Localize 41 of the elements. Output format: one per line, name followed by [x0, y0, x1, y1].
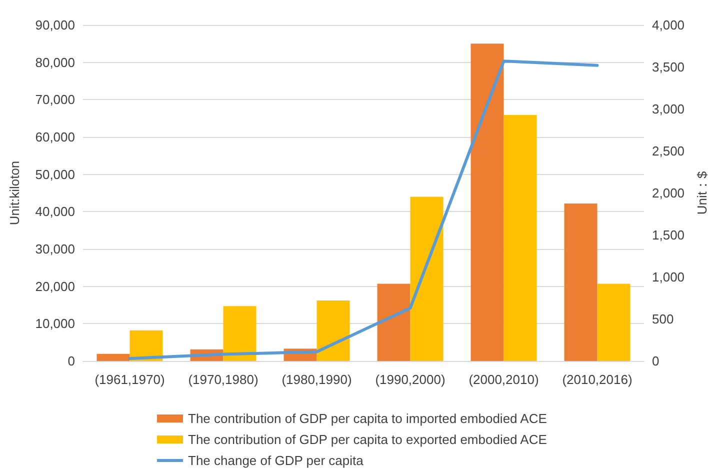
y-axis-title: Unit:kiloton — [7, 160, 22, 226]
y2-tick-label: 2,000 — [652, 186, 685, 200]
legend-label: The contribution of GDP per capita to exported embodied ACE — [188, 432, 548, 447]
x-tick-label: (1990,2000) — [375, 372, 446, 387]
bar — [130, 330, 163, 361]
bar — [223, 306, 256, 361]
bar — [410, 196, 444, 361]
bar — [504, 114, 537, 361]
y2-tick-label: 3,000 — [652, 102, 685, 116]
y-tick-label: 40,000 — [35, 204, 75, 220]
x-tick-label: (2000,2010) — [468, 372, 539, 387]
y2-tick-label: 4,000 — [652, 18, 685, 32]
y-tick-label: 30,000 — [35, 242, 75, 256]
y2-axis-title: Unit：$ — [694, 170, 710, 215]
y2-tick-label: 500 — [652, 312, 674, 326]
legend-label: The change of GDP per capita — [188, 453, 364, 468]
y2-tick-label: 2,500 — [652, 144, 685, 158]
y-tick-label: 0 — [68, 354, 75, 368]
x-tick-label: (1970,1980) — [188, 372, 258, 387]
bar — [470, 44, 504, 361]
bar — [597, 284, 630, 361]
x-tick-label: (2010,2016) — [562, 372, 632, 387]
y-tick-label: 20,000 — [35, 278, 75, 294]
y2-tick-label: 3,500 — [652, 60, 685, 74]
y2-tick-label: 1,500 — [652, 228, 685, 242]
y2-tick-label: 0 — [652, 354, 660, 368]
y-tick-label: 90,000 — [35, 18, 75, 32]
x-tick-label: (1980,1990) — [282, 372, 352, 387]
bar — [564, 203, 598, 361]
bar — [316, 300, 350, 361]
y-tick-label: 60,000 — [35, 130, 75, 144]
y-tick-label: 50,000 — [35, 166, 75, 182]
bar — [96, 354, 130, 361]
x-tick-label: (1961,1970) — [94, 372, 165, 387]
y2-tick-label: 1,000 — [652, 270, 685, 284]
bar — [377, 284, 410, 361]
y-tick-label: 80,000 — [35, 54, 75, 70]
legend-label: The contribution of GDP per capita to imported embodied ACE — [188, 411, 548, 426]
y-tick-label: 70,000 — [35, 92, 75, 108]
y-tick-label: 10,000 — [35, 316, 75, 332]
line-series — [128, 60, 599, 360]
